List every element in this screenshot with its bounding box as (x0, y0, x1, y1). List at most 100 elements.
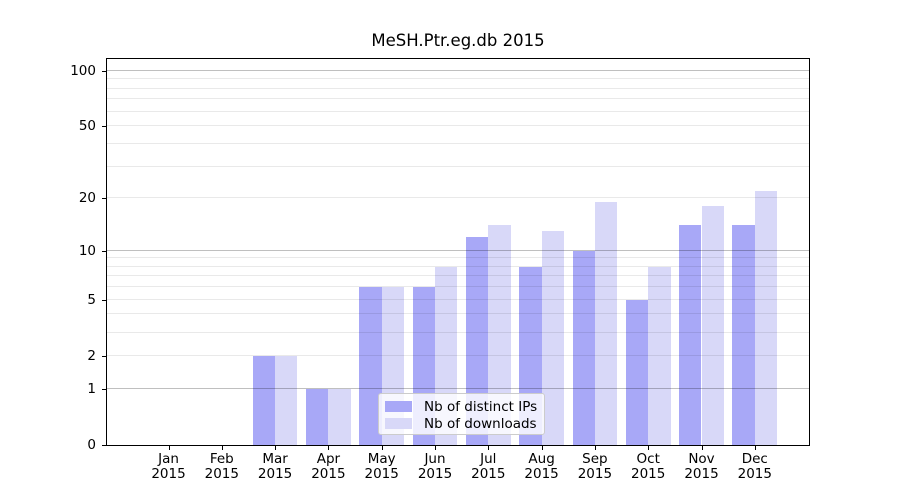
x-tick-month: Feb (209, 451, 234, 467)
bar-downloads-dec-2015 (754, 190, 778, 445)
x-tick-month: Oct (636, 451, 660, 467)
x-tick-month: Aug (528, 451, 555, 467)
bar-downloads-jul-2015 (488, 225, 511, 445)
gridline-30 (107, 165, 809, 167)
x-tick-year: 2015 (151, 466, 186, 482)
gridline-major-10 (107, 249, 809, 251)
x-tick-label-8: Sep 2015 (563, 452, 627, 482)
x-tick-label-11: Dec 2015 (723, 452, 787, 482)
gridline-major-1 (107, 387, 809, 389)
x-tick-year: 2015 (311, 466, 346, 482)
x-tick-year: 2015 (471, 466, 506, 482)
y-tick-mark-50 (102, 126, 106, 128)
x-tick-label-5: Jun 2015 (403, 452, 467, 482)
x-tick-year: 2015 (417, 466, 453, 482)
x-tick-month: May (367, 451, 396, 467)
y-tick-mark-0 (102, 445, 106, 446)
x-tick-label-2: Mar 2015 (243, 452, 307, 482)
legend-swatch-downloads (385, 418, 412, 429)
bar-distinct-ips-mar-2015 (252, 355, 276, 445)
bar-distinct-ips-oct-2015 (625, 299, 649, 445)
x-tick-mark-2 (275, 446, 277, 450)
legend-row-downloads: Nb of downloads (385, 415, 538, 432)
y-tick-mark-5 (102, 299, 106, 301)
gridline-90 (107, 78, 809, 80)
x-tick-month: Jan (158, 451, 179, 467)
x-tick-mark-9 (648, 446, 650, 450)
bar-downloads-oct-2015 (648, 266, 671, 445)
x-tick-year: 2015 (737, 466, 772, 482)
x-tick-label-1: Feb 2015 (190, 452, 254, 482)
gridline-6 (107, 286, 809, 288)
x-tick-mark-4 (381, 446, 383, 450)
bar-downloads-apr-2015 (328, 388, 351, 445)
bar-downloads-mar-2015 (275, 355, 298, 445)
chart-title: MeSH.Ptr.eg.db 2015 (371, 31, 545, 50)
x-tick-label-3: Apr 2015 (296, 452, 360, 482)
x-tick-mark-3 (328, 446, 330, 450)
bar-distinct-ips-dec-2015 (732, 225, 755, 445)
gridline-60 (107, 110, 809, 112)
x-tick-year: 2015 (257, 466, 293, 482)
gridline-4 (107, 313, 809, 315)
x-tick-label-7: Aug 2015 (510, 452, 574, 482)
x-tick-year: 2015 (364, 466, 399, 482)
x-tick-mark-11 (754, 446, 756, 450)
x-tick-month: Mar (262, 451, 288, 467)
y-tick-mark-20 (102, 198, 106, 200)
x-tick-mark-1 (221, 446, 223, 450)
x-tick-year: 2015 (684, 466, 719, 482)
x-tick-month: Jun (424, 451, 446, 467)
x-tick-month: Sep (582, 451, 608, 467)
legend: Nb of distinct IPs Nb of downloads (378, 393, 545, 435)
y-tick-label-50: 50 (78, 118, 96, 135)
gridline-80 (107, 87, 809, 89)
bar-downloads-aug-2015 (541, 230, 564, 445)
x-tick-mark-7 (541, 446, 543, 450)
bar-distinct-ips-apr-2015 (306, 388, 329, 445)
bar-downloads-sep-2015 (594, 202, 618, 445)
x-tick-year: 2015 (631, 466, 666, 482)
legend-label-distinct-ips: Nb of distinct IPs (424, 398, 538, 415)
y-tick-mark-10 (102, 250, 106, 252)
y-tick-label-2: 2 (87, 347, 96, 364)
gridline-50 (107, 125, 809, 127)
x-tick-mark-8 (594, 446, 596, 450)
y-tick-label-0: 0 (87, 437, 96, 453)
gridline-9 (107, 257, 809, 259)
x-tick-label-10: Nov 2015 (670, 452, 734, 482)
y-tick-label-20: 20 (78, 190, 96, 207)
gridline-8 (107, 265, 809, 267)
x-tick-label-4: May 2015 (350, 452, 414, 482)
x-tick-month: Apr (316, 451, 341, 467)
bar-downloads-nov-2015 (701, 206, 724, 445)
gridline-5 (107, 298, 809, 300)
x-tick-label-0: Jan 2015 (137, 452, 201, 482)
y-tick-label-10: 10 (78, 242, 96, 259)
x-tick-label-6: Jul 2015 (456, 452, 520, 482)
gridline-7 (107, 275, 809, 277)
x-tick-month: Jul (480, 451, 497, 467)
x-tick-mark-10 (701, 446, 703, 450)
bar-distinct-ips-sep-2015 (572, 250, 595, 445)
x-tick-mark-6 (488, 446, 490, 450)
gridline-major-100 (107, 69, 809, 71)
x-tick-year: 2015 (524, 466, 559, 482)
y-tick-mark-2 (102, 355, 106, 357)
y-tick-mark-1 (102, 388, 106, 390)
x-tick-mark-0 (168, 446, 170, 450)
y-tick-label-1: 1 (87, 380, 96, 397)
x-tick-mark-5 (435, 446, 436, 450)
gridline-40 (107, 142, 809, 144)
x-tick-month: Dec (741, 451, 768, 467)
bar-distinct-ips-may-2015 (359, 287, 382, 445)
gridline-70 (107, 98, 809, 100)
gridline-20 (107, 197, 809, 199)
legend-swatch-distinct-ips (385, 401, 412, 412)
gridline-2 (107, 354, 809, 356)
y-tick-label-100: 100 (70, 62, 96, 79)
y-tick-label-5: 5 (87, 291, 96, 308)
x-tick-year: 2015 (577, 466, 613, 482)
legend-row-distinct-ips: Nb of distinct IPs (385, 398, 538, 415)
